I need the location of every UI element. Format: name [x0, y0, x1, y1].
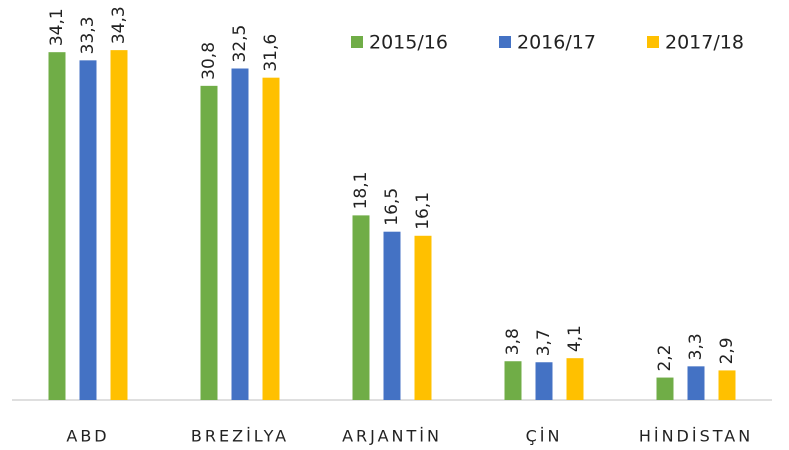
data-label: 18,1	[351, 172, 371, 210]
data-label: 2,2	[655, 345, 675, 372]
bar	[110, 50, 128, 400]
bar	[535, 362, 553, 400]
bar	[200, 85, 218, 400]
bar	[414, 235, 432, 400]
data-label: 31,6	[261, 34, 281, 72]
x-tick-label: ABD	[66, 427, 109, 446]
data-label: 3,8	[503, 328, 523, 355]
data-label: 34,1	[47, 8, 67, 46]
bar	[383, 231, 401, 400]
data-label: 16,1	[413, 192, 433, 230]
data-label: 3,7	[534, 329, 554, 356]
data-label: 33,3	[78, 16, 98, 54]
legend-swatch	[351, 36, 363, 48]
legend-label: 2016/17	[517, 32, 596, 54]
bar	[718, 370, 736, 400]
bar	[79, 60, 97, 401]
data-label: 30,8	[199, 42, 219, 80]
bar	[231, 68, 249, 400]
data-label: 32,5	[230, 25, 250, 63]
x-tick-label: ÇİN	[526, 427, 563, 446]
bar	[48, 52, 66, 401]
data-label: 4,1	[565, 325, 585, 352]
x-tick-label: HİNDİSTAN	[639, 427, 753, 446]
x-tick-label: ARJANTİN	[342, 427, 442, 446]
bar	[352, 215, 370, 400]
bar	[656, 377, 674, 400]
legend-label: 2017/18	[665, 32, 744, 54]
data-label: 16,5	[382, 188, 402, 226]
bar	[504, 361, 522, 400]
bar	[687, 366, 705, 400]
legend-swatch	[647, 36, 659, 48]
x-tick-label: BREZİLYA	[191, 427, 289, 446]
data-label: 3,3	[686, 333, 706, 360]
bar	[566, 358, 584, 400]
legend-label: 2015/16	[369, 32, 448, 54]
legend-swatch	[499, 36, 511, 48]
data-label: 2,9	[717, 337, 737, 364]
bar	[262, 77, 280, 401]
data-label: 34,3	[109, 6, 129, 44]
